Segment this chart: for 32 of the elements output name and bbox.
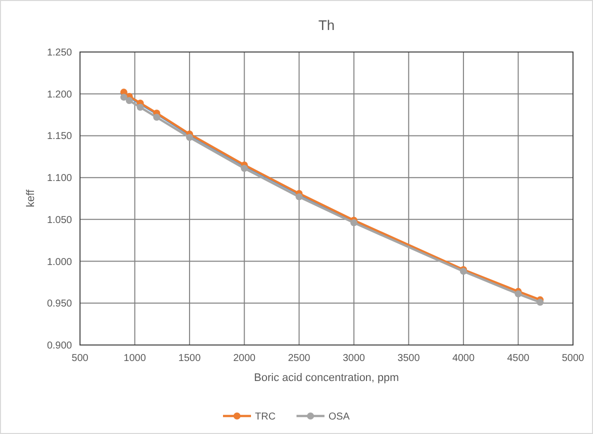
y-tick-label: 1.100 xyxy=(46,173,72,184)
point xyxy=(136,104,144,111)
point xyxy=(536,298,544,306)
point xyxy=(186,134,194,141)
x-tick-label: 1500 xyxy=(178,353,202,364)
y-axis-title: keff xyxy=(25,188,37,208)
y-tick-label: 0.950 xyxy=(46,298,72,310)
chart-title: Th xyxy=(318,17,335,33)
x-tick-label: 3000 xyxy=(342,353,366,364)
x-tick-label: 4500 xyxy=(507,353,530,364)
legend-label: TRC xyxy=(255,412,276,422)
y-tick-label: 1.050 xyxy=(46,214,72,226)
x-tick-label: 1000 xyxy=(124,353,146,364)
y-tick-label: 0.900 xyxy=(46,340,72,352)
point xyxy=(126,97,133,104)
y-tick-label: 1.150 xyxy=(46,131,72,142)
x-tick-label: 2000 xyxy=(233,353,256,364)
point xyxy=(514,290,522,298)
y-tick-label: 1.200 xyxy=(46,89,72,100)
x-tick-label: 3500 xyxy=(398,353,420,364)
point xyxy=(296,193,303,200)
y-tick-label: 1.250 xyxy=(46,48,72,58)
x-tick-label: 500 xyxy=(72,353,89,364)
point xyxy=(120,94,128,101)
y-tick-label: 1.000 xyxy=(46,256,72,268)
point xyxy=(240,164,248,172)
x-tick-label: 4000 xyxy=(452,353,476,364)
legend-label: OSA xyxy=(328,412,350,422)
x-tick-label: 2500 xyxy=(288,353,311,364)
point xyxy=(153,114,160,121)
x-tick-label: 5000 xyxy=(562,353,585,364)
x-axis-title: Boric acid concentration, ppm xyxy=(254,372,399,384)
